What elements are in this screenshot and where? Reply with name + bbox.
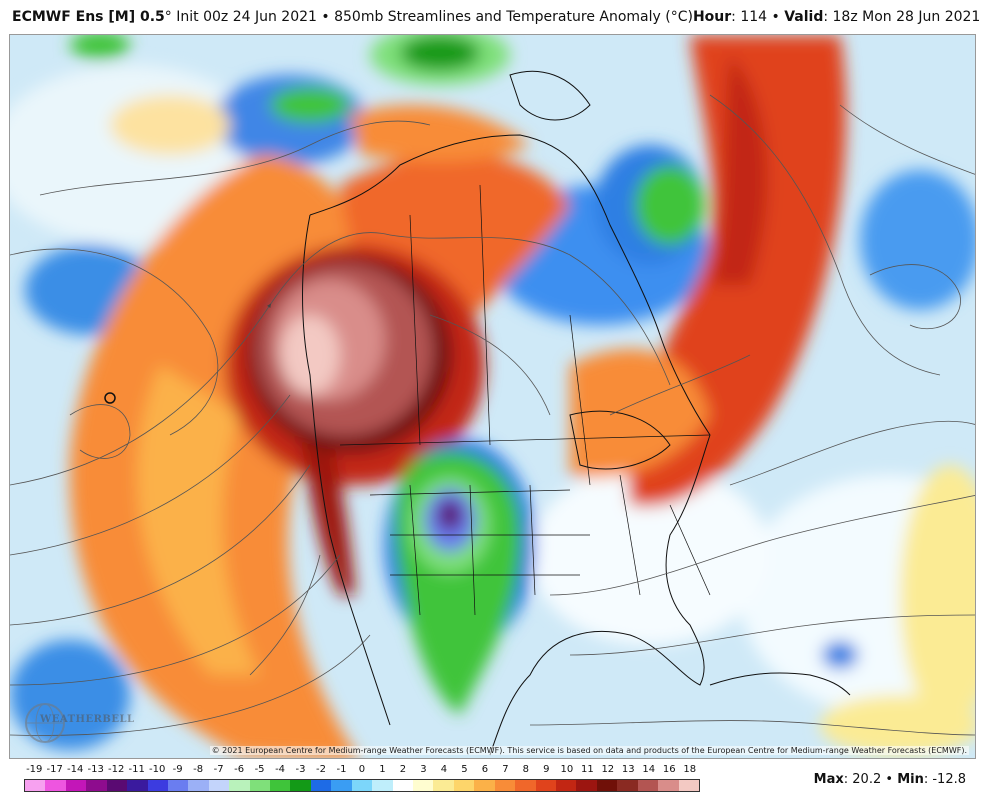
map-canvas	[10, 35, 975, 758]
colorbar-swatch	[270, 780, 291, 791]
colorbar: -19 -17 -14 -13 -12 -11 -10 -9 -8 -7 -6 -5 -4 -3 -2 -1 0…	[0, 760, 984, 808]
colorbar-swatch	[86, 780, 107, 791]
colorbar-swatch	[433, 780, 454, 791]
colorbar-tick-label: 6	[481, 764, 489, 775]
valid-value: : 18z Mon 28 Jun 2021	[823, 9, 981, 25]
colorbar-tick-label: -19	[26, 764, 43, 775]
colorbar-tick-label: 4	[440, 764, 448, 775]
colorbar-swatch	[147, 780, 168, 791]
globe-icon	[25, 703, 65, 743]
colorbar-swatch	[474, 780, 495, 791]
colorbar-swatch	[617, 780, 638, 791]
min-label: Min	[897, 772, 924, 787]
political-boundaries	[339, 184, 711, 616]
colorbar-swatch	[167, 780, 189, 791]
colorbar-swatch	[351, 780, 373, 791]
circulation-center-icon	[104, 392, 116, 404]
colorbar-tick-label: -14	[67, 764, 84, 775]
colorbar-swatch	[65, 780, 87, 791]
valid-label: Valid	[784, 9, 824, 25]
colorbar-tick-label: -3	[295, 764, 306, 775]
colorbar-tick-label: -4	[275, 764, 286, 775]
temperature-anomaly-map: WEATHERBELL © 2021 European Centre for M…	[9, 34, 976, 759]
colorbar-tick-label: -8	[193, 764, 204, 775]
colorbar-swatch	[372, 780, 393, 791]
colorbar-tick-label: 2	[399, 764, 407, 775]
model-name: ECMWF Ens [M] 0.5	[12, 9, 165, 25]
weatherbell-logo: WEATHERBELL	[24, 702, 134, 744]
max-value: : 20.2	[843, 772, 882, 787]
colorbar-swatch	[106, 780, 128, 791]
colorbar-tick-label: -12	[108, 764, 125, 775]
colorbar-swatches	[24, 779, 700, 792]
colorbar-tick-label: 8	[522, 764, 530, 775]
colorbar-swatch	[392, 780, 414, 791]
bullet-separator: •	[885, 772, 894, 787]
colorbar-swatch	[208, 780, 230, 791]
product-title: 850mb Streamlines and Temperature Anomal…	[334, 9, 693, 25]
colorbar-swatch	[453, 780, 475, 791]
colorbar-swatch	[596, 780, 618, 791]
colorbar-swatch	[25, 780, 46, 791]
max-label: Max	[813, 772, 844, 787]
colorbar-tick-label: 16	[662, 764, 676, 775]
hour-value: : 114	[731, 9, 768, 25]
colorbar-swatch	[494, 780, 516, 791]
bullet-separator: •	[771, 9, 780, 25]
colorbar-swatch	[249, 780, 271, 791]
colorbar-tick-label: 9	[543, 764, 550, 775]
colorbar-swatch	[331, 780, 352, 791]
colorbar-swatch	[678, 780, 699, 791]
colorbar-tick-label: -5	[254, 764, 265, 775]
colorbar-tick-label: -11	[128, 764, 145, 775]
colorbar-tick-label: 18	[683, 764, 697, 775]
colorbar-tick-label: 12	[601, 764, 615, 775]
max-min-readout: Max: 20.2 • Min: -12.8	[814, 772, 966, 787]
colorbar-swatch	[127, 780, 148, 791]
colorbar-tick-label: 14	[642, 764, 656, 775]
colorbar-swatch	[515, 780, 536, 791]
copyright-notice: © 2021 European Centre for Medium-range …	[209, 746, 969, 755]
colorbar-tick-label: -9	[172, 764, 183, 775]
colorbar-swatch	[576, 780, 597, 791]
colorbar-swatch	[310, 780, 332, 791]
header-right: Hour: 114 • Valid: 18z Mon 28 Jun 2021	[693, 9, 980, 25]
min-value: : -12.8	[923, 772, 966, 787]
colorbar-tick-label: -1	[336, 764, 347, 775]
colorbar-tick-label: -7	[213, 764, 224, 775]
chart-header: ECMWF Ens [M] 0.5° Init 00z 24 Jun 2021 …	[0, 0, 984, 34]
colorbar-tick-label: -6	[234, 764, 245, 775]
bullet-separator: •	[321, 9, 330, 25]
init-time: Init 00z 24 Jun 2021	[176, 9, 317, 25]
coastlines	[302, 70, 851, 756]
colorbar-swatch	[637, 780, 659, 791]
colorbar-tick-label: 0	[358, 764, 366, 775]
colorbar-tick-label: 10	[560, 764, 574, 775]
colorbar-swatch	[535, 780, 556, 791]
colorbar-tick-label: 7	[502, 764, 509, 775]
hour-label: Hour	[692, 9, 732, 25]
header-left: ECMWF Ens [M] 0.5° Init 00z 24 Jun 2021 …	[12, 9, 693, 25]
colorbar-tick-label: -10	[148, 764, 166, 775]
colorbar-tick-label: -13	[87, 764, 104, 775]
colorbar-swatch	[45, 780, 66, 791]
colorbar-tick-label: -17	[46, 764, 63, 775]
colorbar-tick-label: 13	[621, 764, 635, 775]
colorbar-swatch	[555, 780, 577, 791]
streamlines	[10, 94, 975, 736]
colorbar-swatch	[290, 780, 311, 791]
colorbar-tick-label: 1	[379, 764, 386, 775]
colorbar-tick-label: 11	[580, 764, 594, 775]
logo-lettering: WEATHERBELL	[40, 714, 135, 725]
colorbar-tick-label: 3	[420, 764, 427, 775]
degree-symbol: °	[164, 9, 172, 25]
colorbar-swatch	[658, 780, 679, 791]
colorbar-tick-label: -2	[316, 764, 327, 775]
colorbar-swatch	[188, 780, 209, 791]
colorbar-tick-label: 5	[461, 764, 468, 775]
colorbar-swatch	[229, 780, 250, 791]
colorbar-tick-labels: -19 -17 -14 -13 -12 -11 -10 -9 -8 -7 -6 -5 -4 -3 -2 -1 0…	[24, 764, 700, 778]
colorbar-swatch	[413, 780, 434, 791]
